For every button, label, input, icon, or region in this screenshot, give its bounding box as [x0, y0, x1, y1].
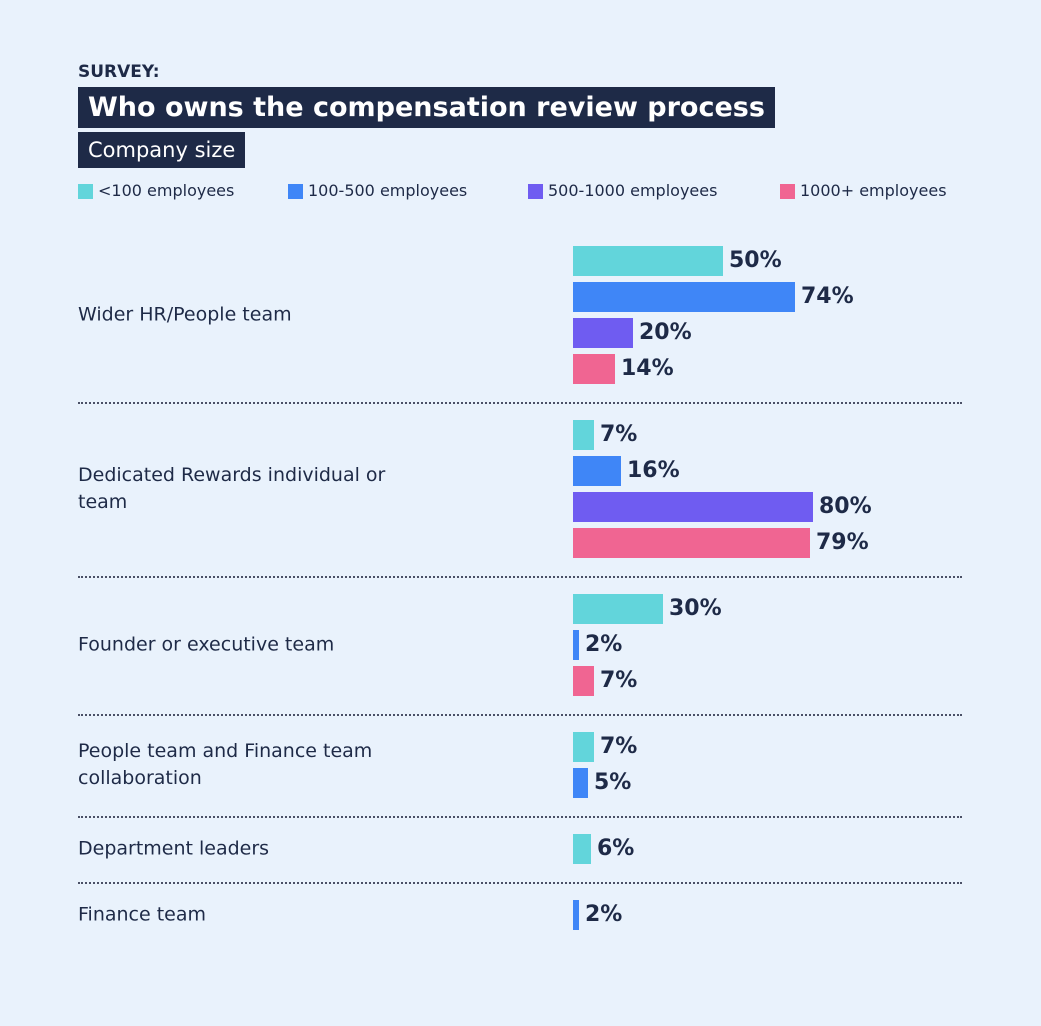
separator	[78, 402, 962, 404]
bar	[573, 282, 795, 312]
bar	[573, 834, 591, 864]
chart-title: Who owns the compensation review process	[78, 87, 775, 128]
legend-label: <100 employees	[98, 181, 235, 200]
value-label: 80%	[819, 494, 872, 519]
legend-swatch	[528, 184, 543, 199]
bar	[573, 354, 615, 384]
value-label: 79%	[816, 530, 869, 555]
value-label: 14%	[621, 356, 674, 381]
bar	[573, 492, 813, 522]
bar	[573, 732, 594, 762]
bar	[573, 630, 579, 660]
kicker: SURVEY:	[78, 62, 160, 82]
value-label: 30%	[669, 596, 722, 621]
value-label: 7%	[600, 734, 638, 759]
bar	[573, 900, 579, 930]
separator	[78, 576, 962, 578]
value-label: 7%	[600, 422, 638, 447]
bar	[573, 246, 723, 276]
value-label: 2%	[585, 902, 623, 927]
bar	[573, 594, 663, 624]
bar	[573, 768, 588, 798]
value-label: 5%	[594, 770, 632, 795]
separator	[78, 714, 962, 716]
bar	[573, 318, 633, 348]
category-label: Dedicated Rewards individual or team	[78, 464, 386, 513]
category-label: People team and Finance team collaborati…	[78, 740, 373, 789]
legend-label: 100-500 employees	[308, 181, 468, 200]
value-label: 74%	[801, 284, 854, 309]
legend-label: 1000+ employees	[800, 181, 947, 200]
legend-swatch	[78, 184, 93, 199]
separator	[78, 882, 962, 884]
value-label: 7%	[600, 668, 638, 693]
category-label: Wider HR/People team	[78, 303, 292, 326]
legend-label: 500-1000 employees	[548, 181, 718, 200]
value-label: 2%	[585, 632, 623, 657]
separator	[78, 816, 962, 818]
chart-subtitle: Company size	[78, 132, 246, 168]
category-label: Finance team	[78, 903, 207, 926]
bar	[573, 528, 810, 558]
legend-swatch	[780, 184, 795, 199]
value-label: 16%	[627, 458, 680, 483]
value-label: 6%	[597, 836, 635, 861]
value-label: 50%	[729, 248, 782, 273]
category-label: Department leaders	[78, 837, 270, 860]
value-label: 20%	[639, 320, 692, 345]
bar	[573, 420, 594, 450]
legend-swatch	[288, 184, 303, 199]
bar	[573, 456, 621, 486]
category-label: Founder or executive team	[78, 633, 335, 656]
bar	[573, 666, 594, 696]
